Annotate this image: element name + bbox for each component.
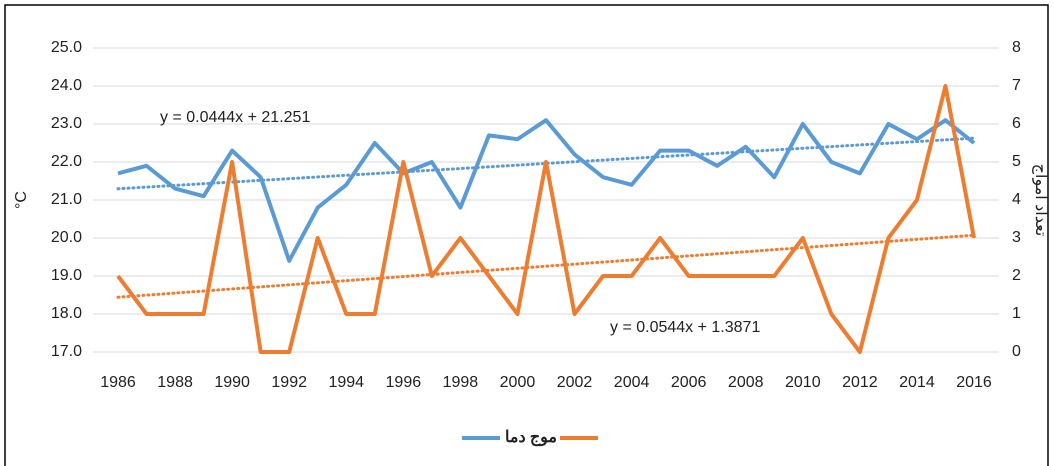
x-tick-label: 2002 bbox=[557, 374, 593, 391]
x-tick-label: 2016 bbox=[956, 374, 992, 391]
legend-label: موج bbox=[530, 429, 557, 447]
x-tick-label: 1998 bbox=[443, 374, 479, 391]
y2-axis-title: تعداد امواج bbox=[1032, 164, 1049, 237]
y-tick-label: 24.0 bbox=[51, 77, 82, 94]
y2-tick-label: 5 bbox=[1012, 153, 1021, 170]
y2-tick-label: 1 bbox=[1012, 305, 1021, 322]
y2-tick-label: 6 bbox=[1012, 115, 1021, 132]
y2-tick-label: 8 bbox=[1012, 39, 1021, 56]
x-tick-label: 2004 bbox=[614, 374, 650, 391]
y-tick-label: 19.0 bbox=[51, 267, 82, 284]
x-tick-label: 2006 bbox=[671, 374, 707, 391]
x-tick-label: 1988 bbox=[157, 374, 193, 391]
trendline bbox=[116, 233, 976, 299]
legend-label: دما bbox=[505, 429, 526, 446]
x-tick-label: 2010 bbox=[785, 374, 821, 391]
y-tick-label: 21.0 bbox=[51, 191, 82, 208]
x-tick-label: 1992 bbox=[271, 374, 307, 391]
x-tick-label: 1994 bbox=[328, 374, 364, 391]
chart-frame bbox=[4, 4, 1049, 466]
x-tick-label: 1990 bbox=[214, 374, 250, 391]
y2-tick-label: 4 bbox=[1012, 191, 1021, 208]
data-line bbox=[117, 118, 976, 263]
y-tick-label: 23.0 bbox=[51, 115, 82, 132]
y-axis-title: °C bbox=[13, 191, 30, 209]
y-tick-label: 18.0 bbox=[51, 305, 82, 322]
y2-tick-label: 7 bbox=[1012, 77, 1021, 94]
x-tick-label: 2014 bbox=[899, 374, 935, 391]
data-line bbox=[116, 84, 976, 354]
x-tick-label: 2000 bbox=[500, 374, 536, 391]
x-tick-label: 2008 bbox=[728, 374, 764, 391]
x-tick-label: 1986 bbox=[100, 374, 136, 391]
y2-tick-label: 3 bbox=[1012, 229, 1021, 246]
y-tick-label: 22.0 bbox=[51, 153, 82, 170]
y2-tick-label: 2 bbox=[1012, 267, 1021, 284]
x-tick-label: 1996 bbox=[386, 374, 422, 391]
y-tick-label: 25.0 bbox=[51, 39, 82, 56]
trendline-label: y = 0.0444x + 21.251 bbox=[160, 109, 310, 126]
y-tick-label: 17.0 bbox=[51, 343, 82, 360]
trendline-label: y = 0.0544x + 1.3871 bbox=[610, 319, 760, 336]
y-tick-label: 20.0 bbox=[51, 229, 82, 246]
y2-tick-label: 0 bbox=[1012, 343, 1021, 360]
x-tick-label: 2012 bbox=[842, 374, 878, 391]
